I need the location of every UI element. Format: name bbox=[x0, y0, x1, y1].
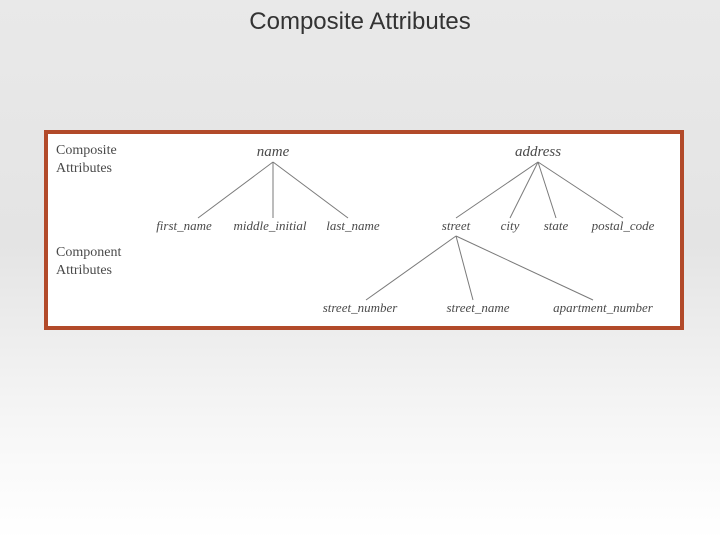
tree-node: middle_initial bbox=[234, 218, 307, 233]
tree-edge bbox=[273, 162, 348, 218]
diagram-svg: Composite Attributes Component Attributes na… bbox=[48, 134, 680, 326]
tree-edge bbox=[456, 236, 473, 300]
slide: Composite Attributes Composite Attributes… bbox=[0, 0, 720, 540]
tree-edge bbox=[538, 162, 623, 218]
side-label: Attributes bbox=[56, 161, 112, 176]
tree-node-leaf: street_name bbox=[446, 300, 509, 315]
tree-node: first_name bbox=[156, 218, 212, 233]
tree-edge bbox=[456, 236, 593, 300]
tree-node: last_name bbox=[326, 218, 380, 233]
tree-node: street bbox=[442, 218, 471, 233]
tree-edge bbox=[510, 162, 538, 218]
tree-node-leaf: street_number bbox=[323, 300, 399, 315]
diagram-frame: Composite Attributes Component Attributes na… bbox=[44, 130, 684, 330]
side-label: Component bbox=[56, 245, 121, 260]
tree-edge bbox=[538, 162, 556, 218]
tree-edge bbox=[198, 162, 273, 218]
tree-node-root: address bbox=[515, 144, 561, 160]
page-title: Composite Attributes bbox=[0, 8, 720, 36]
tree-node: postal_code bbox=[591, 218, 655, 233]
tree-edge bbox=[366, 236, 456, 300]
tree-node: city bbox=[501, 218, 520, 233]
tree-edge bbox=[456, 162, 538, 218]
side-label: Attributes bbox=[56, 263, 112, 278]
tree-node: state bbox=[544, 218, 569, 233]
side-label: Composite bbox=[56, 143, 117, 158]
tree-node-root: name bbox=[257, 144, 290, 160]
tree-node-leaf: apartment_number bbox=[553, 300, 654, 315]
